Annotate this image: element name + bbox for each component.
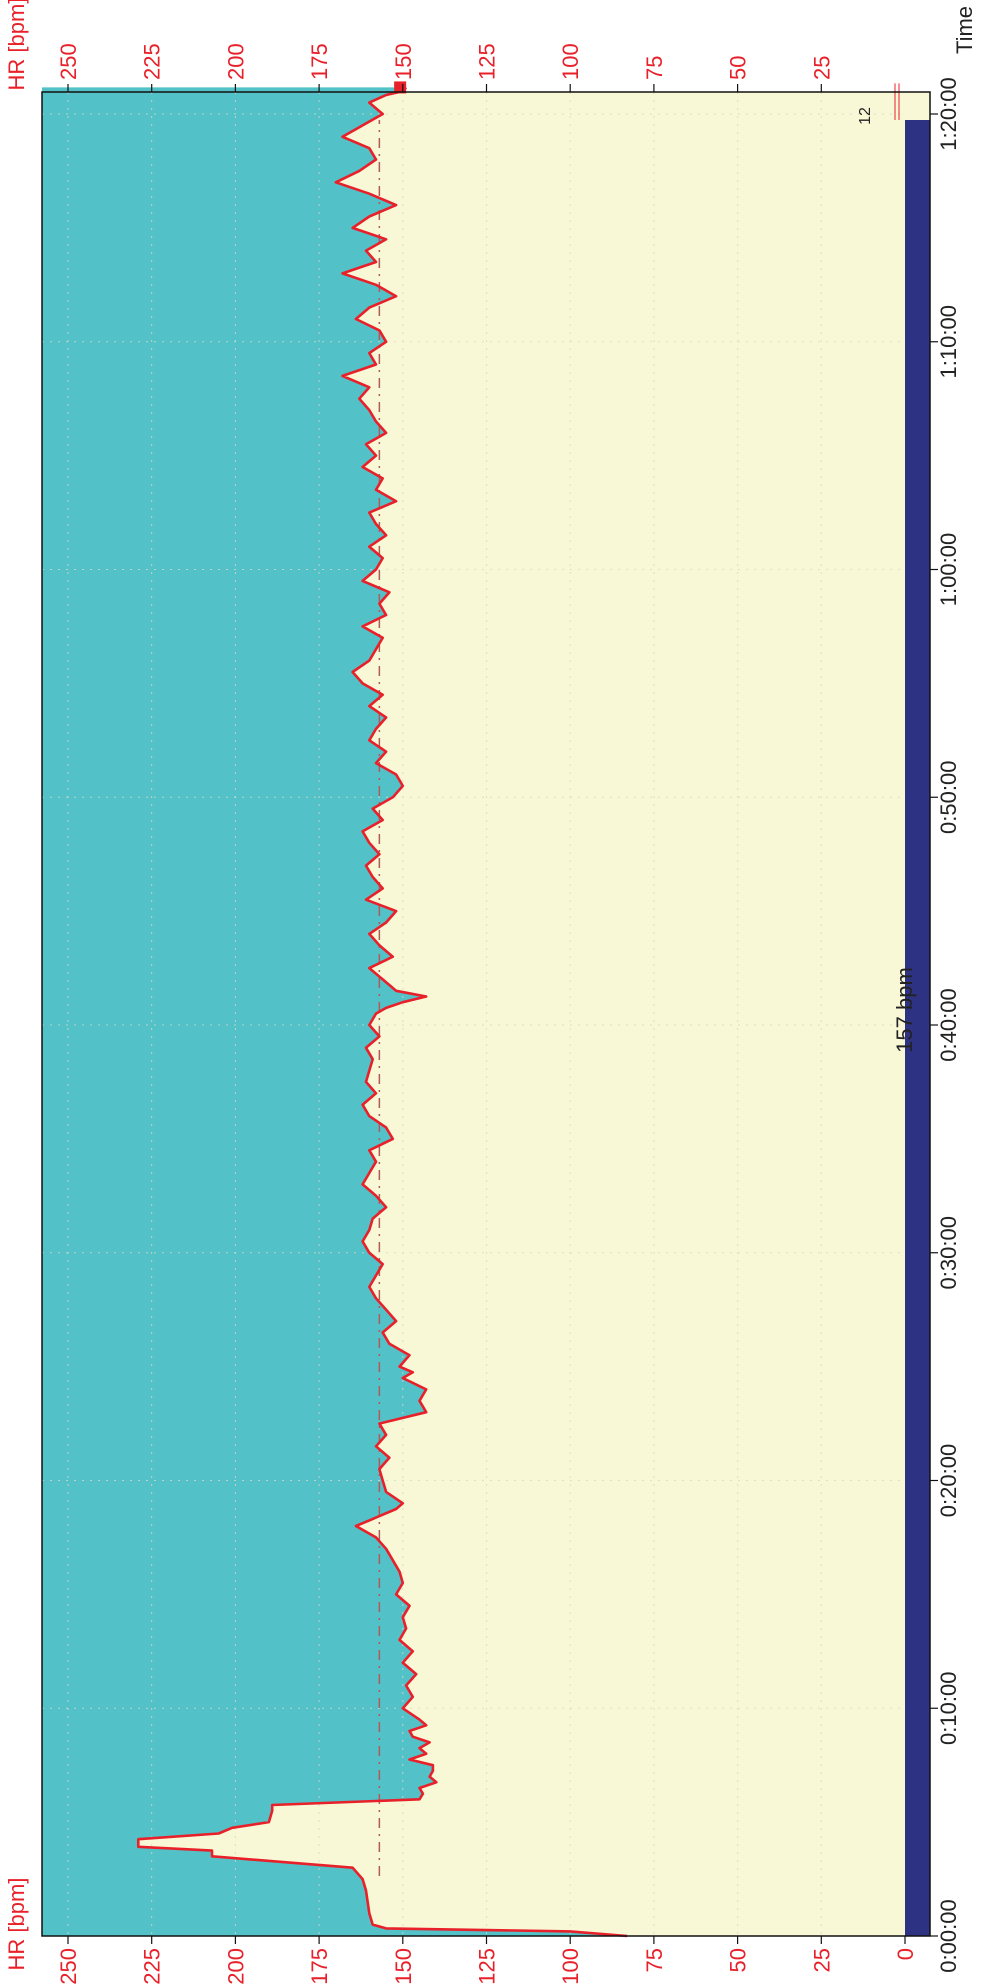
hr-tick-label-bottom: 225 <box>140 1948 165 1985</box>
time-tick-label: 1:20:00 <box>936 77 961 150</box>
y-axis-title-bottom: HR [bpm] <box>4 1878 29 1971</box>
hr-tick-label-top: 75 <box>642 56 667 80</box>
time-tick-label: 0:50:00 <box>936 761 961 834</box>
avg-label: 157 bpm <box>892 967 917 1053</box>
time-bar <box>905 120 930 1936</box>
hr-tick-label-bottom: 50 <box>726 1948 751 1972</box>
hr-tick-label-bottom: 0 <box>893 1948 918 1960</box>
time-tick-label: 0:20:00 <box>936 1444 961 1517</box>
hr-area-fill <box>42 87 628 1936</box>
hr-tick-label-top: 25 <box>809 56 834 80</box>
y-axis-title-top: HR [bpm] <box>4 0 29 90</box>
hr-line <box>137 86 628 1938</box>
time-tick-label: 0:10:00 <box>936 1672 961 1745</box>
hr-tick-label-bottom: 200 <box>223 1948 248 1985</box>
hr-tick-label-top: 175 <box>307 43 332 80</box>
lap-label: 12 <box>857 107 874 125</box>
hr-tick-label-top: 100 <box>558 43 583 80</box>
hr-tick-label-top: 50 <box>726 56 751 80</box>
time-tick-label: 1:00:00 <box>936 533 961 606</box>
hr-tick-label-bottom: 150 <box>391 1948 416 1985</box>
time-tick-label: 0:00:00 <box>936 1899 961 1972</box>
time-tick-label: 1:10:00 <box>936 305 961 378</box>
axes: 0 25 50 75 100 125 150 175 200 225 250 25 50 75 100 125… <box>41 43 961 1985</box>
time-tick-label: 0:40:00 <box>936 988 961 1061</box>
hr-tick-label-bottom: 125 <box>475 1948 500 1985</box>
hr-tick-label-bottom: 175 <box>307 1948 332 1985</box>
hr-tick-label-top: 125 <box>475 43 500 80</box>
hr-tick-label-bottom: 25 <box>809 1948 834 1972</box>
grid <box>42 92 905 1937</box>
x-axis-title: Time <box>952 6 977 54</box>
time-tick-label: 0:30:00 <box>936 1216 961 1289</box>
hr-tick-label-bottom: 100 <box>558 1948 583 1985</box>
hr-tick-label-top: 150 <box>391 43 416 80</box>
hr-tick-label-bottom: 250 <box>56 1948 81 1985</box>
hr-tick-label-top: 200 <box>223 43 248 80</box>
hr-tick-label-bottom: 75 <box>642 1948 667 1972</box>
labels: 157 bpm 12 HR [bpm] HR [bpm] Time <box>4 0 977 1970</box>
hr-tick-label-top: 225 <box>140 43 165 80</box>
hr-tick-label-top: 250 <box>56 43 81 80</box>
